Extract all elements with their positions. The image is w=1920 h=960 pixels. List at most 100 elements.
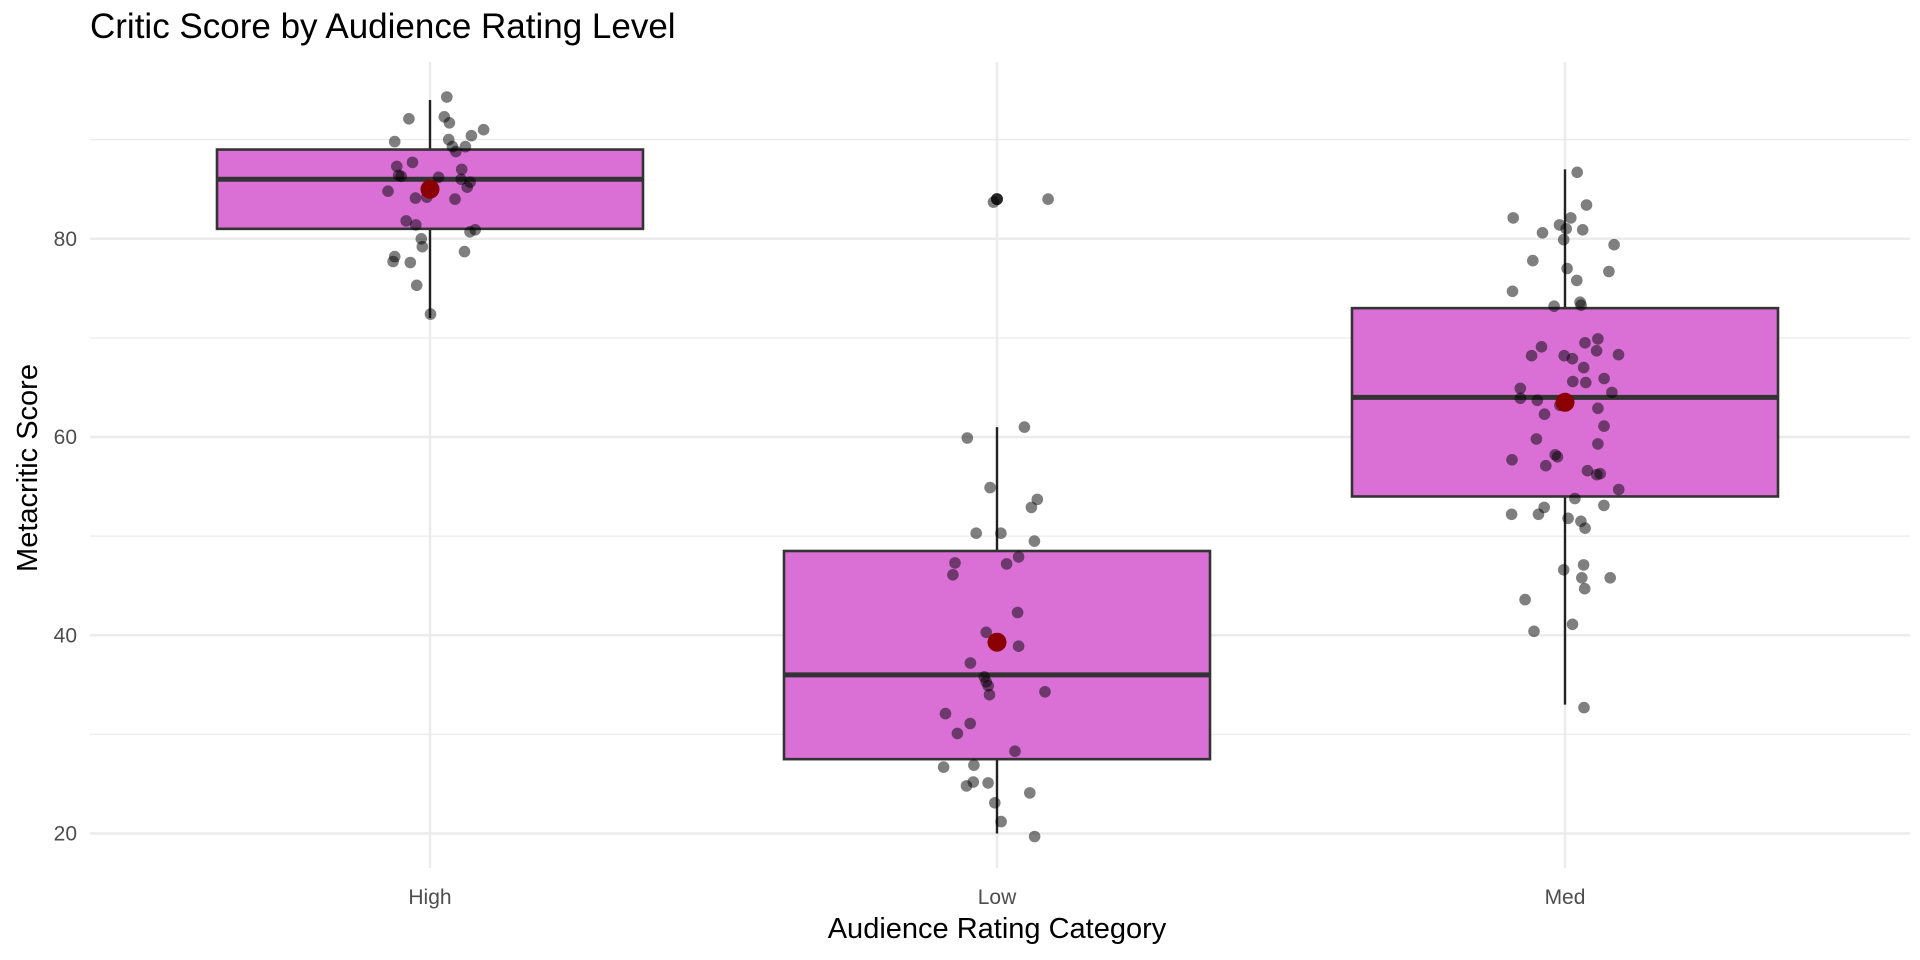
jitter-point bbox=[1579, 337, 1591, 349]
jitter-point bbox=[1528, 625, 1540, 638]
chart-title: Critic Score by Audience Rating Level bbox=[90, 7, 676, 46]
jitter-point bbox=[1557, 233, 1570, 246]
jitter-point bbox=[455, 163, 468, 176]
jitter-point bbox=[432, 171, 445, 184]
x-tick-label: High bbox=[408, 886, 451, 909]
jitter-point bbox=[388, 135, 401, 148]
jitter-point bbox=[443, 117, 456, 129]
jitter-point bbox=[1009, 745, 1021, 757]
jitter-point bbox=[424, 308, 437, 320]
jitter-point bbox=[450, 145, 462, 158]
jitter-point bbox=[939, 707, 952, 720]
jitter-point bbox=[937, 761, 950, 773]
jitter-point bbox=[1548, 300, 1560, 313]
jitter-point bbox=[947, 569, 959, 581]
jitter-point bbox=[1581, 464, 1594, 477]
jitter-point bbox=[1018, 421, 1031, 433]
box-med bbox=[1350, 169, 1780, 705]
jitter-point bbox=[1538, 408, 1551, 421]
jitter-point bbox=[404, 256, 417, 269]
jitter-point bbox=[995, 527, 1007, 539]
jitter-point bbox=[960, 780, 973, 792]
jitter-point bbox=[387, 255, 399, 268]
jitter-point bbox=[449, 193, 461, 205]
jitter-point bbox=[987, 196, 1000, 208]
jitter-point bbox=[1598, 372, 1610, 385]
x-tick-label: Low bbox=[978, 886, 1017, 909]
jitter-point bbox=[1576, 224, 1589, 236]
jitter-point bbox=[1561, 262, 1573, 275]
jitter-point bbox=[1612, 348, 1625, 361]
jitter-point bbox=[964, 717, 976, 730]
jitter-point bbox=[1527, 254, 1539, 267]
jitter-point bbox=[392, 169, 405, 182]
jitter-point bbox=[1576, 572, 1588, 584]
jitter-point bbox=[1598, 499, 1610, 512]
jitter-point bbox=[1039, 686, 1051, 698]
jitter-point bbox=[1578, 582, 1591, 595]
jitter-point bbox=[1566, 352, 1579, 365]
jitter-point bbox=[1012, 551, 1025, 563]
jitter-point bbox=[410, 279, 423, 292]
jitter-point bbox=[1562, 512, 1574, 525]
jitter-point bbox=[1577, 559, 1590, 571]
jitter-point bbox=[982, 777, 994, 789]
y-axis-title: Metacritic Score bbox=[12, 364, 44, 572]
mean-point bbox=[420, 179, 440, 199]
jitter-point bbox=[1579, 522, 1591, 534]
jitter-point bbox=[1031, 493, 1044, 506]
jitter-point bbox=[1590, 345, 1603, 357]
jitter-point bbox=[1592, 333, 1604, 345]
jitter-point bbox=[1525, 349, 1538, 362]
box-high bbox=[215, 99, 645, 319]
jitter-point bbox=[1536, 227, 1549, 239]
jitter-point bbox=[961, 432, 974, 444]
jitter-point bbox=[1540, 459, 1552, 472]
jitter-point bbox=[1603, 265, 1615, 278]
jitter-point bbox=[416, 240, 429, 253]
mean-point bbox=[1555, 392, 1575, 412]
jitter-point bbox=[968, 759, 980, 771]
mean-point bbox=[987, 632, 1007, 652]
jitter-point bbox=[455, 173, 467, 186]
jitter-point bbox=[1507, 212, 1519, 224]
jitter-point bbox=[1532, 508, 1545, 521]
jitter-point bbox=[391, 160, 403, 173]
x-axis-title: Audience Rating Category bbox=[828, 913, 1167, 945]
jitter-point bbox=[382, 185, 394, 197]
point-layer bbox=[382, 91, 1625, 843]
jitter-point bbox=[406, 156, 419, 169]
jitter-point bbox=[951, 727, 964, 740]
x-tick-label: Med bbox=[1545, 886, 1586, 909]
jitter-point bbox=[400, 215, 413, 227]
jitter-point bbox=[1565, 212, 1577, 224]
axis-layer: 20 40 60 80 High Low Med bbox=[54, 228, 1586, 909]
jitter-point bbox=[1042, 193, 1054, 205]
iqr-box bbox=[782, 549, 1212, 761]
jitter-point bbox=[1592, 402, 1604, 415]
jitter-point bbox=[1025, 501, 1038, 514]
jitter-point bbox=[1000, 558, 1013, 570]
jitter-point bbox=[1506, 454, 1518, 466]
jitter-point bbox=[1598, 420, 1610, 432]
jitter-point bbox=[970, 527, 982, 539]
jitter-point bbox=[1557, 564, 1570, 576]
jitter-point bbox=[1560, 223, 1572, 235]
jitter-point bbox=[1531, 394, 1544, 407]
jitter-point bbox=[477, 123, 490, 136]
jitter-point bbox=[1514, 392, 1527, 405]
jitter-point bbox=[1535, 341, 1548, 353]
jitter-point bbox=[1519, 593, 1531, 606]
jitter-point bbox=[1551, 451, 1564, 463]
jitter-point bbox=[1571, 166, 1583, 179]
y-tick-label: 60 bbox=[54, 426, 77, 449]
jitter-point bbox=[441, 91, 453, 103]
jitter-point bbox=[1012, 640, 1025, 652]
jitter-point bbox=[1578, 701, 1590, 714]
jitter-point bbox=[1591, 468, 1603, 481]
jitter-point bbox=[1011, 606, 1024, 619]
jitter-point bbox=[1028, 830, 1041, 843]
jitter-point bbox=[983, 688, 996, 701]
jitter-point bbox=[1566, 618, 1579, 631]
